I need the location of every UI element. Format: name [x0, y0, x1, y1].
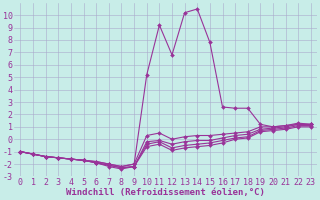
- X-axis label: Windchill (Refroidissement éolien,°C): Windchill (Refroidissement éolien,°C): [66, 188, 265, 197]
